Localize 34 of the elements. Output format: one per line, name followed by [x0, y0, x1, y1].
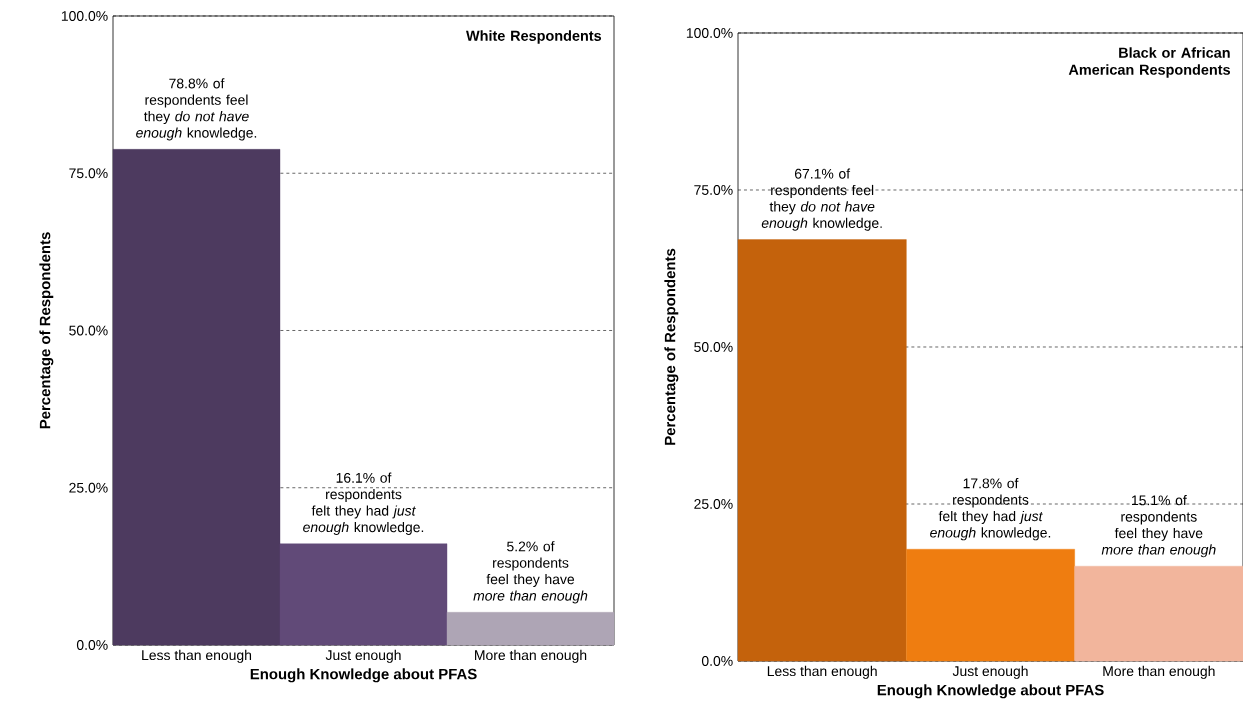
- y-tick-label: 50.0%: [69, 325, 108, 336]
- bar: [279, 543, 448, 646]
- x-tick-label: Just enough: [325, 649, 401, 663]
- y-axis-title: Percentage of Respondents: [664, 248, 679, 445]
- y-tick-label: 100.0%: [61, 11, 108, 21]
- annotation: 78.8% of respondents feel they do not have enough knowledge.: [136, 78, 257, 141]
- text: White Respondents: [466, 30, 602, 44]
- y-tick-label: 25.0%: [694, 499, 733, 509]
- x-axis-title: Enough Knowledge about PFAS: [877, 684, 1104, 699]
- y-axis-title: Percentage of Respondents: [39, 232, 54, 429]
- y-tick-label: 50.0%: [694, 342, 733, 352]
- bar: [1074, 565, 1243, 662]
- x-tick-label: More than enough: [475, 649, 587, 663]
- annotation: 15.1% of respondents feel they have more than enough: [1101, 495, 1216, 558]
- y-tick-label: 0.0%: [701, 656, 733, 666]
- y-tick-label: 75.0%: [694, 185, 733, 195]
- annotation: 5.2% of respondents feel they have more than enough: [473, 541, 588, 604]
- x-axis-title: Enough Knowledge about PFAS: [250, 668, 477, 683]
- bar: [737, 239, 907, 662]
- annotation: 67.1% of respondents feel they do not have enough knowledge.: [761, 168, 882, 231]
- x-tick-label: Just enough: [952, 665, 1028, 679]
- x-tick-label: Less than enough: [767, 665, 877, 679]
- bar: [112, 149, 281, 646]
- y-tick-label: 0.0%: [76, 640, 108, 650]
- bar: [446, 612, 615, 646]
- bar: [906, 549, 1075, 662]
- y-tick-label: 75.0%: [69, 168, 108, 179]
- text: 16.1% of respondents felt they had just enough knowledge.: [303, 472, 424, 535]
- x-tick-label: More than enough: [1103, 665, 1215, 679]
- text: 17.8% of respondents felt they had just enough knowledge.: [930, 478, 1051, 541]
- text: Black or African American Respondents: [1068, 47, 1230, 78]
- y-tick-label: 25.0%: [69, 482, 108, 493]
- y-tick-label: 100.0%: [686, 28, 733, 38]
- x-tick-label: Less than enough: [142, 649, 252, 663]
